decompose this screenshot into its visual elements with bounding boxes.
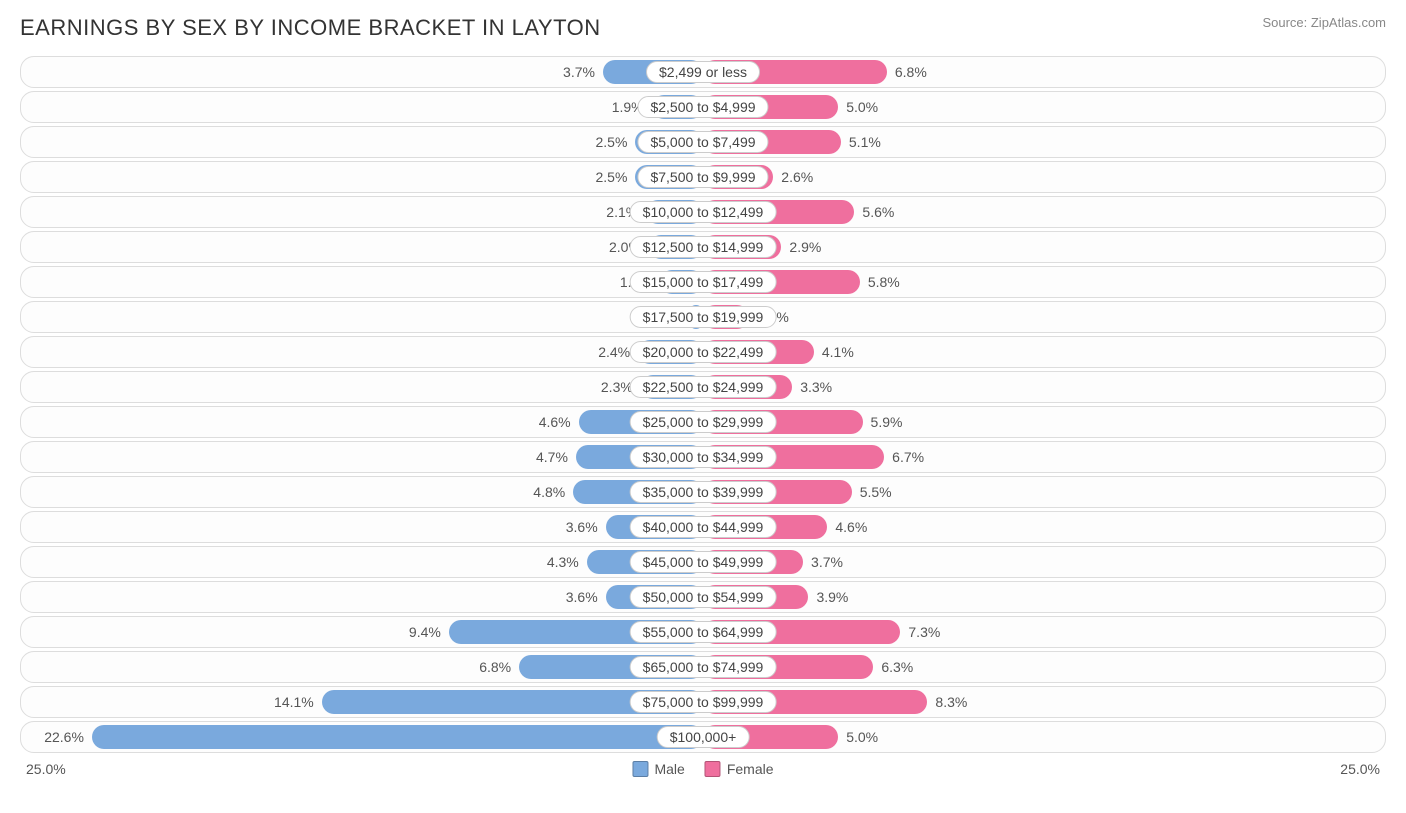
chart-source: Source: ZipAtlas.com [1262,15,1386,30]
pct-label-male: 14.1% [274,694,314,710]
pct-label-male: 2.4% [598,344,630,360]
chart-row: 14.1% 8.3% $75,000 to $99,999 [20,686,1386,718]
chart-title: EARNINGS BY SEX BY INCOME BRACKET IN LAY… [20,15,601,41]
pct-label-male: 22.6% [44,729,84,745]
chart-row: 0.51%1.7%$17,500 to $19,999 [20,301,1386,333]
category-label: $2,500 to $4,999 [637,96,768,118]
legend-item-male: Male [632,761,684,777]
legend-swatch-male [632,761,648,777]
category-label: $55,000 to $64,999 [630,621,777,643]
legend-label-female: Female [727,761,774,777]
chart-row: 22.6% 5.0% $100,000+ [20,721,1386,753]
pct-label-male: 2.5% [595,134,627,150]
category-label: $75,000 to $99,999 [630,691,777,713]
pct-label-male: 4.3% [547,554,579,570]
pct-label-female: 4.1% [822,344,854,360]
legend-item-female: Female [705,761,774,777]
pct-label-male: 3.7% [563,64,595,80]
chart-row: 2.3% 3.3% $22,500 to $24,999 [20,371,1386,403]
category-label: $22,500 to $24,999 [630,376,777,398]
legend-swatch-female [705,761,721,777]
earnings-chart: 3.7%6.8%$2,499 or less1.9%5.0%$2,500 to … [20,56,1386,753]
chart-row: 4.3% 3.7% $45,000 to $49,999 [20,546,1386,578]
chart-row: 9.4% 7.3% $55,000 to $64,999 [20,616,1386,648]
pct-label-male: 3.6% [566,519,598,535]
pct-label-male: 6.8% [479,659,511,675]
pct-label-female: 6.8% [895,64,927,80]
pct-label-female: 5.0% [846,729,878,745]
chart-row: 2.0%2.9%$12,500 to $14,999 [20,231,1386,263]
chart-row: 2.5% 2.6% $7,500 to $9,999 [20,161,1386,193]
pct-label-female: 2.6% [781,169,813,185]
category-label: $65,000 to $74,999 [630,656,777,678]
pct-label-female: 5.9% [871,414,903,430]
legend-label-male: Male [654,761,684,777]
category-label: $30,000 to $34,999 [630,446,777,468]
pct-label-female: 5.0% [846,99,878,115]
pct-label-female: 3.7% [811,554,843,570]
pct-label-female: 3.9% [816,589,848,605]
chart-row: 2.4% 4.1% $20,000 to $22,499 [20,336,1386,368]
pct-label-female: 5.8% [868,274,900,290]
category-label: $35,000 to $39,999 [630,481,777,503]
category-label: $100,000+ [657,726,750,748]
chart-legend: Male Female [632,761,773,777]
chart-row: 1.9%5.0%$2,500 to $4,999 [20,91,1386,123]
chart-row: 3.6% 3.9% $50,000 to $54,999 [20,581,1386,613]
pct-label-female: 2.9% [789,239,821,255]
axis-label-left: 25.0% [26,761,66,777]
pct-label-male: 3.6% [566,589,598,605]
pct-label-female: 8.3% [935,694,967,710]
category-label: $10,000 to $12,499 [630,201,777,223]
chart-row: 3.6% 4.6% $40,000 to $44,999 [20,511,1386,543]
axis-label-right: 25.0% [1340,761,1380,777]
category-label: $5,000 to $7,499 [637,131,768,153]
chart-header: EARNINGS BY SEX BY INCOME BRACKET IN LAY… [20,15,1386,41]
chart-row: 4.7% 6.7% $30,000 to $34,999 [20,441,1386,473]
pct-label-female: 3.3% [800,379,832,395]
chart-row: 4.8% 5.5% $35,000 to $39,999 [20,476,1386,508]
pct-label-male: 9.4% [409,624,441,640]
category-label: $12,500 to $14,999 [630,236,777,258]
chart-row: 2.1%5.6%$10,000 to $12,499 [20,196,1386,228]
pct-label-female: 5.1% [849,134,881,150]
chart-row: 2.5% 5.1% $5,000 to $7,499 [20,126,1386,158]
category-label: $50,000 to $54,999 [630,586,777,608]
pct-label-male: 4.7% [536,449,568,465]
pct-label-male: 2.3% [601,379,633,395]
category-label: $17,500 to $19,999 [630,306,777,328]
category-label: $15,000 to $17,499 [630,271,777,293]
chart-row: 6.8% 6.3% $65,000 to $74,999 [20,651,1386,683]
category-label: $2,499 or less [646,61,760,83]
chart-footer: 25.0% Male Female 25.0% [20,761,1386,785]
pct-label-female: 6.7% [892,449,924,465]
category-label: $25,000 to $29,999 [630,411,777,433]
bar-male [92,725,703,749]
pct-label-female: 4.6% [835,519,867,535]
category-label: $40,000 to $44,999 [630,516,777,538]
category-label: $45,000 to $49,999 [630,551,777,573]
pct-label-male: 4.8% [533,484,565,500]
pct-label-male: 4.6% [539,414,571,430]
category-label: $7,500 to $9,999 [637,166,768,188]
pct-label-female: 6.3% [881,659,913,675]
pct-label-male: 2.5% [595,169,627,185]
chart-row: 4.6% 5.9% $25,000 to $29,999 [20,406,1386,438]
chart-row: 3.7% 6.8% $2,499 or less [20,56,1386,88]
pct-label-female: 5.5% [860,484,892,500]
category-label: $20,000 to $22,499 [630,341,777,363]
pct-label-female: 5.6% [862,204,894,220]
chart-row: 1.6%5.8%$15,000 to $17,499 [20,266,1386,298]
pct-label-female: 7.3% [908,624,940,640]
